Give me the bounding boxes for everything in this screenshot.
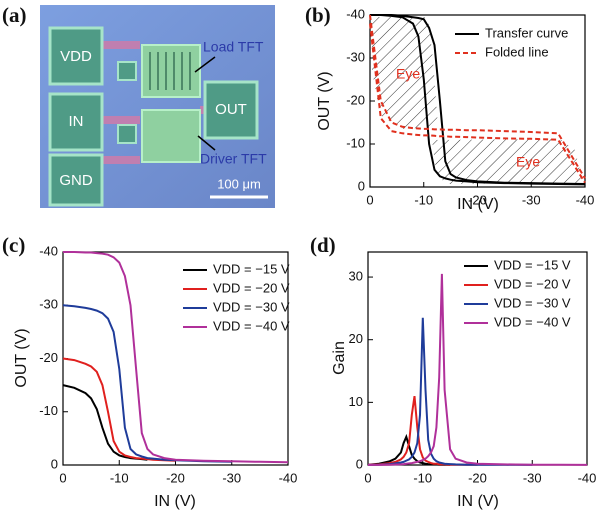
y-tick-label: 0 [51, 456, 58, 471]
y-tick-label: -20 [39, 350, 58, 365]
pad-label: IN [69, 113, 84, 130]
y-tick-label: 0 [356, 456, 363, 471]
driver-tft [141, 109, 201, 163]
y-tick-label: -30 [39, 297, 58, 312]
y-tick-label: -40 [346, 6, 365, 21]
pad-label: VDD [60, 48, 92, 65]
y-tick-label: 30 [349, 268, 363, 283]
y-tick-label: -40 [39, 243, 58, 258]
via [117, 124, 137, 144]
x-tick-label: -40 [578, 470, 597, 485]
x-tick-label: 0 [59, 470, 66, 485]
series-line [367, 317, 533, 466]
panel-label: (a) [2, 3, 27, 27]
load-label: Load TFT [203, 39, 264, 55]
x-tick-label: -20 [468, 470, 487, 485]
series-line [367, 395, 478, 466]
annotation: Eye [396, 66, 420, 82]
pad-label: OUT [215, 101, 247, 118]
x-axis-label: IN (V) [154, 493, 196, 510]
panel-label: (b) [305, 3, 331, 27]
legend-label: Folded line [485, 44, 549, 59]
scale-label: 100 μm [217, 176, 261, 191]
x-tick-label: 0 [366, 192, 373, 207]
x-tick-label: 0 [364, 470, 371, 485]
annotation: Eye [516, 154, 540, 170]
legend-label: VDD = −20 V [494, 276, 571, 291]
x-axis-label: IN (V) [457, 196, 499, 213]
y-tick-label: -30 [346, 49, 365, 64]
legend-label: VDD = −30 V [494, 295, 571, 310]
x-tick-label: -40 [576, 192, 595, 207]
legend-label: VDD = −15 V [213, 261, 290, 276]
pad [48, 26, 104, 86]
x-tick-label: -30 [522, 192, 541, 207]
arrow [197, 135, 216, 151]
x-tick-label: -10 [413, 470, 432, 485]
series-line [62, 357, 176, 462]
legend-label: VDD = −20 V [213, 280, 290, 295]
arrow [194, 56, 216, 73]
legend-label: Transfer curve [485, 25, 568, 40]
via [117, 61, 137, 81]
y-tick-label: 0 [358, 178, 365, 193]
series-line [63, 251, 289, 464]
x-tick-label: -30 [222, 470, 241, 485]
driver-label: Driver TFT [200, 151, 267, 167]
legend-label: VDD = −30 V [213, 299, 290, 314]
y-tick-label: -10 [346, 135, 365, 150]
y-axis-label: OUT (V) [13, 328, 30, 387]
legend-label: VDD = −15 V [494, 257, 571, 272]
pad [48, 153, 104, 207]
pad [203, 80, 259, 140]
series-line [369, 23, 586, 184]
micrograph: (a) VDD IN GND OUT Load TFT Driver TFT 1… [2, 3, 275, 208]
panel-label: (c) [2, 233, 25, 257]
y-tick-label: 20 [349, 331, 363, 346]
panel-label: (d) [310, 233, 336, 257]
y-tick-label: -10 [39, 403, 58, 418]
y-tick-label: -20 [346, 92, 365, 107]
series-line [369, 14, 586, 179]
x-tick-label: -10 [414, 192, 433, 207]
series-line [370, 14, 586, 185]
legend-label: VDD = −40 V [494, 314, 571, 329]
x-tick-label: -10 [110, 470, 129, 485]
interconnect [100, 41, 205, 164]
fingers [149, 52, 191, 90]
x-tick-label: -40 [279, 470, 298, 485]
y-tick-label: 10 [349, 394, 363, 409]
pad [48, 92, 104, 152]
eye-hatch [432, 139, 583, 184]
x-tick-label: -20 [166, 470, 185, 485]
series-line [368, 273, 588, 466]
legend-label: VDD = −40 V [213, 318, 290, 333]
pad-label: GND [59, 172, 93, 189]
x-tick-label: -20 [468, 192, 487, 207]
y-axis-label: OUT (V) [316, 71, 333, 130]
y-axis-label: Gain [331, 341, 348, 375]
x-axis-label: IN (V) [457, 493, 499, 510]
x-tick-label: -30 [523, 470, 542, 485]
series-line [62, 304, 232, 463]
eye-hatch [372, 17, 438, 129]
